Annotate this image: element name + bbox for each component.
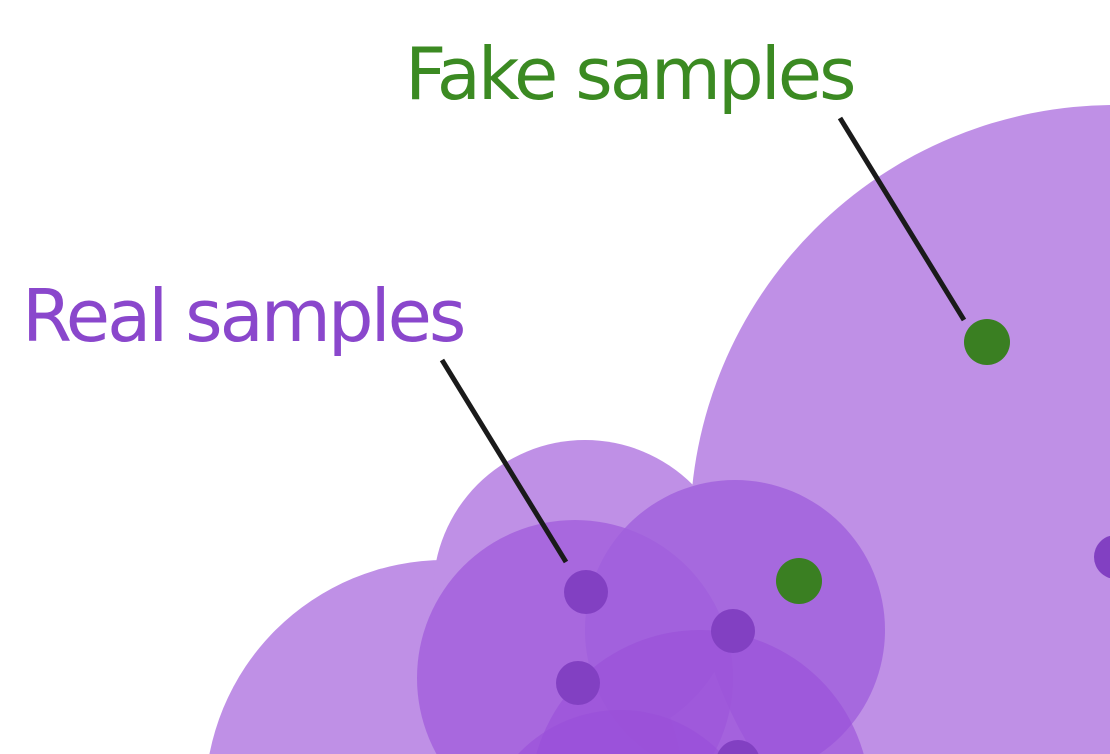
real-sample-point: [556, 661, 600, 705]
real-samples-label: Real samples: [22, 280, 463, 352]
fake-sample-point: [776, 558, 822, 604]
real-sample-point: [711, 609, 755, 653]
real-sample-point: [564, 570, 608, 614]
fake-samples-label: Fake samples: [405, 38, 854, 110]
fake-sample-point: [964, 319, 1010, 365]
